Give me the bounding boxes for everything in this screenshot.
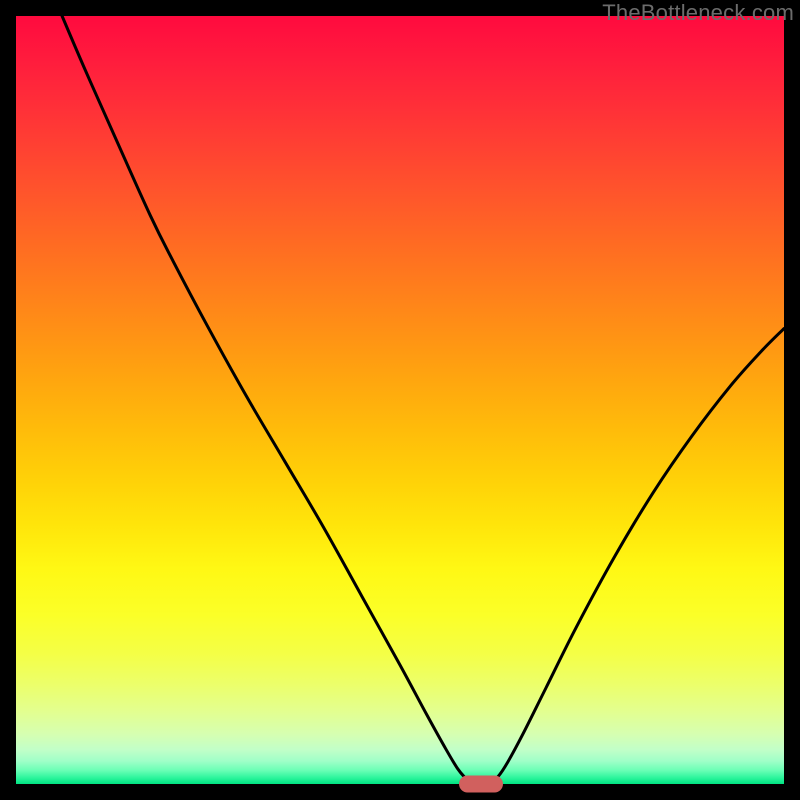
curve-overlay xyxy=(0,0,800,800)
curve-right-branch xyxy=(492,329,784,781)
curve-left-branch xyxy=(62,16,469,781)
root-container: TheBottleneck.com xyxy=(0,0,800,800)
watermark-text: TheBottleneck.com xyxy=(602,0,794,26)
bottom-marker-pill xyxy=(459,776,503,793)
